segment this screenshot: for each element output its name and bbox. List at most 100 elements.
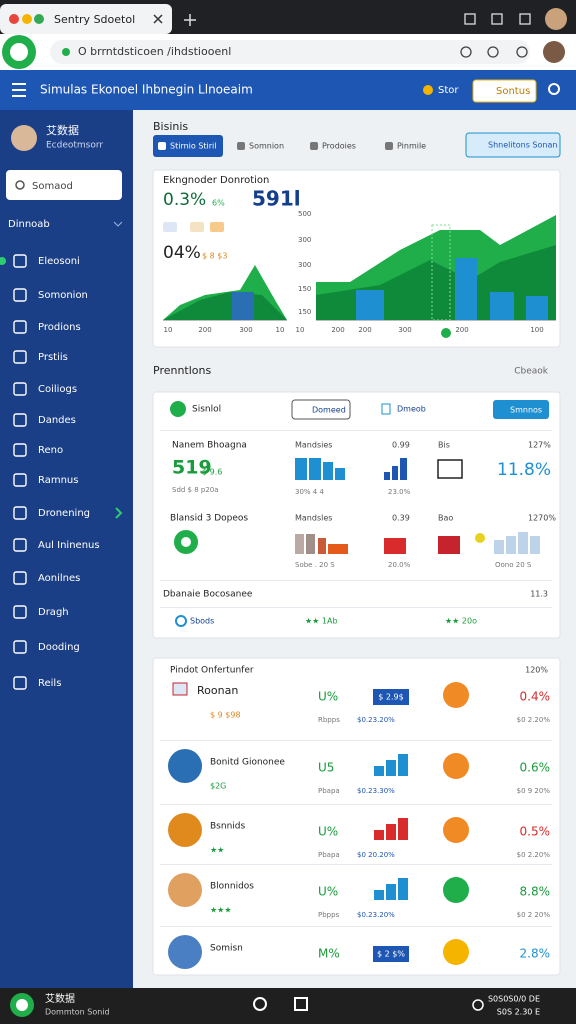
search-box[interactable] — [6, 170, 122, 200]
nav-item[interactable]: Coiliogs — [38, 384, 77, 395]
product-thumb — [172, 682, 188, 696]
extra-icon — [475, 533, 485, 543]
nav-icon — [13, 320, 27, 334]
axis-label: 200 — [331, 326, 344, 334]
tab[interactable]: Somnion — [249, 142, 284, 151]
nav-item[interactable]: Dragh — [38, 607, 69, 618]
product-sub: $ 9 $98 — [210, 711, 241, 720]
action-label[interactable]: Shnelitons Sonan — [488, 141, 557, 150]
product-bars — [374, 766, 384, 776]
divider — [160, 607, 552, 608]
app-title: Simulas Ekonoel Ihbnegin Llnoeaim — [40, 83, 253, 97]
toolbar-item[interactable]: Sisnlol — [192, 405, 221, 415]
extra-value: 1270% — [528, 514, 556, 523]
new-tab[interactable] — [184, 14, 196, 26]
product-thumb — [168, 813, 202, 847]
nav-icon — [13, 382, 27, 396]
window-control[interactable] — [464, 13, 476, 25]
tab-title[interactable]: Sentry Sdoetol — [54, 13, 135, 26]
metric-icon — [295, 534, 304, 554]
nav-item[interactable]: Ramnus — [38, 475, 78, 486]
row-item[interactable]: ★★ 1Ab — [305, 617, 338, 626]
menu-button[interactable] — [12, 83, 26, 97]
product-name[interactable]: Bonitd Giononee — [210, 758, 285, 768]
nav-item[interactable]: Aonilnes — [38, 573, 80, 584]
product-caption: Rbpps — [318, 716, 340, 724]
metric-change: 23.0% — [388, 488, 411, 496]
toolbar-icon — [516, 46, 528, 58]
nav-item[interactable]: Eleosoni — [38, 256, 80, 267]
chart-bar — [232, 292, 254, 320]
metric-change: 20.0% — [388, 561, 411, 569]
metric-icon — [335, 468, 345, 480]
kpi-note: 6% — [212, 199, 225, 208]
nav-icon — [13, 413, 27, 427]
toolbar-button[interactable] — [291, 399, 351, 420]
action-button[interactable] — [465, 132, 561, 158]
nav-item[interactable]: Reils — [38, 678, 61, 689]
nav-item[interactable]: Aul Ininenus — [38, 540, 100, 551]
header-button-box[interactable] — [472, 79, 537, 103]
taskbar — [0, 988, 576, 1024]
axis-label: 300 — [298, 261, 311, 269]
divider — [160, 430, 552, 431]
dot — [9, 14, 19, 24]
nav-item[interactable]: Dandes — [38, 415, 76, 426]
row-label: Dbanaie Bocosanee — [163, 590, 253, 600]
product-face — [443, 939, 469, 965]
product-tag-label: $ 2 $% — [377, 950, 405, 959]
taskbar-app[interactable]: 艾数据 — [45, 992, 75, 1005]
product-sub: $2G — [210, 782, 226, 791]
product-caption: Pbpps — [318, 911, 340, 919]
metric-label: Mandsles — [295, 514, 332, 523]
product-name[interactable]: Bsnnids — [210, 822, 245, 832]
row-item[interactable]: Sbods — [190, 617, 214, 626]
nav-item[interactable]: Dooding — [38, 642, 80, 653]
toolbar-button[interactable] — [493, 400, 549, 419]
product-change: 0.6% — [520, 761, 551, 775]
toolbar-item[interactable]: Smnnos — [510, 406, 542, 415]
product-face — [443, 877, 469, 903]
tab-active[interactable] — [153, 135, 223, 157]
tab[interactable]: Prodoies — [322, 142, 356, 151]
product-caption: Pbapa — [318, 787, 340, 795]
nav-item[interactable]: Dronening — [38, 508, 90, 519]
axis-label: 200 — [455, 326, 468, 334]
kpi-note: $ 8 $3 — [202, 252, 227, 261]
card-title: Pindot Onfertunfer — [170, 666, 254, 676]
toolbar-item[interactable]: Dmeob — [397, 405, 426, 414]
product-tag-label: $ 2.9$ — [378, 693, 403, 702]
window-control[interactable] — [491, 13, 503, 25]
product-name[interactable]: Somisn — [210, 944, 243, 954]
axis-label: 150 — [298, 285, 311, 293]
taskbar-window[interactable] — [294, 997, 308, 1011]
header-button[interactable]: Stor — [438, 85, 459, 96]
kpi-tag — [210, 222, 224, 232]
card-value: 120% — [525, 666, 548, 675]
product-bars — [398, 818, 408, 840]
row-value-note: $ 9.6 — [202, 468, 222, 477]
product-tag — [373, 689, 409, 705]
tab[interactable]: Pinmile — [397, 142, 426, 151]
tab-close[interactable] — [153, 14, 163, 24]
kpi: 591l — [252, 187, 301, 211]
window-control[interactable] — [519, 13, 531, 25]
url[interactable]: O brrntdsticoen /ihdstiooenl — [78, 45, 231, 58]
nav-item[interactable]: Prstiis — [38, 352, 68, 363]
tray-icon — [472, 999, 484, 1011]
extra-icon — [437, 459, 463, 479]
toolbar-item[interactable]: Domeed — [312, 406, 346, 415]
nav-icon — [13, 506, 27, 520]
link[interactable]: Cbeaok — [514, 367, 549, 377]
dot — [34, 14, 44, 24]
nav-item[interactable]: Prodions — [38, 322, 81, 333]
product-name[interactable]: Roonan — [197, 684, 238, 697]
header-button[interactable]: Sontus — [496, 86, 530, 97]
tab[interactable]: Stirnio Stiril — [170, 142, 217, 151]
nav-item[interactable]: Reno — [38, 445, 63, 456]
row-item[interactable]: ★★ 20o — [445, 617, 477, 626]
product-name[interactable]: Blonnidos — [210, 882, 254, 892]
metric-icon — [328, 544, 348, 554]
product-change: 0.5% — [520, 825, 551, 839]
nav-item[interactable]: Somonion — [38, 290, 88, 301]
